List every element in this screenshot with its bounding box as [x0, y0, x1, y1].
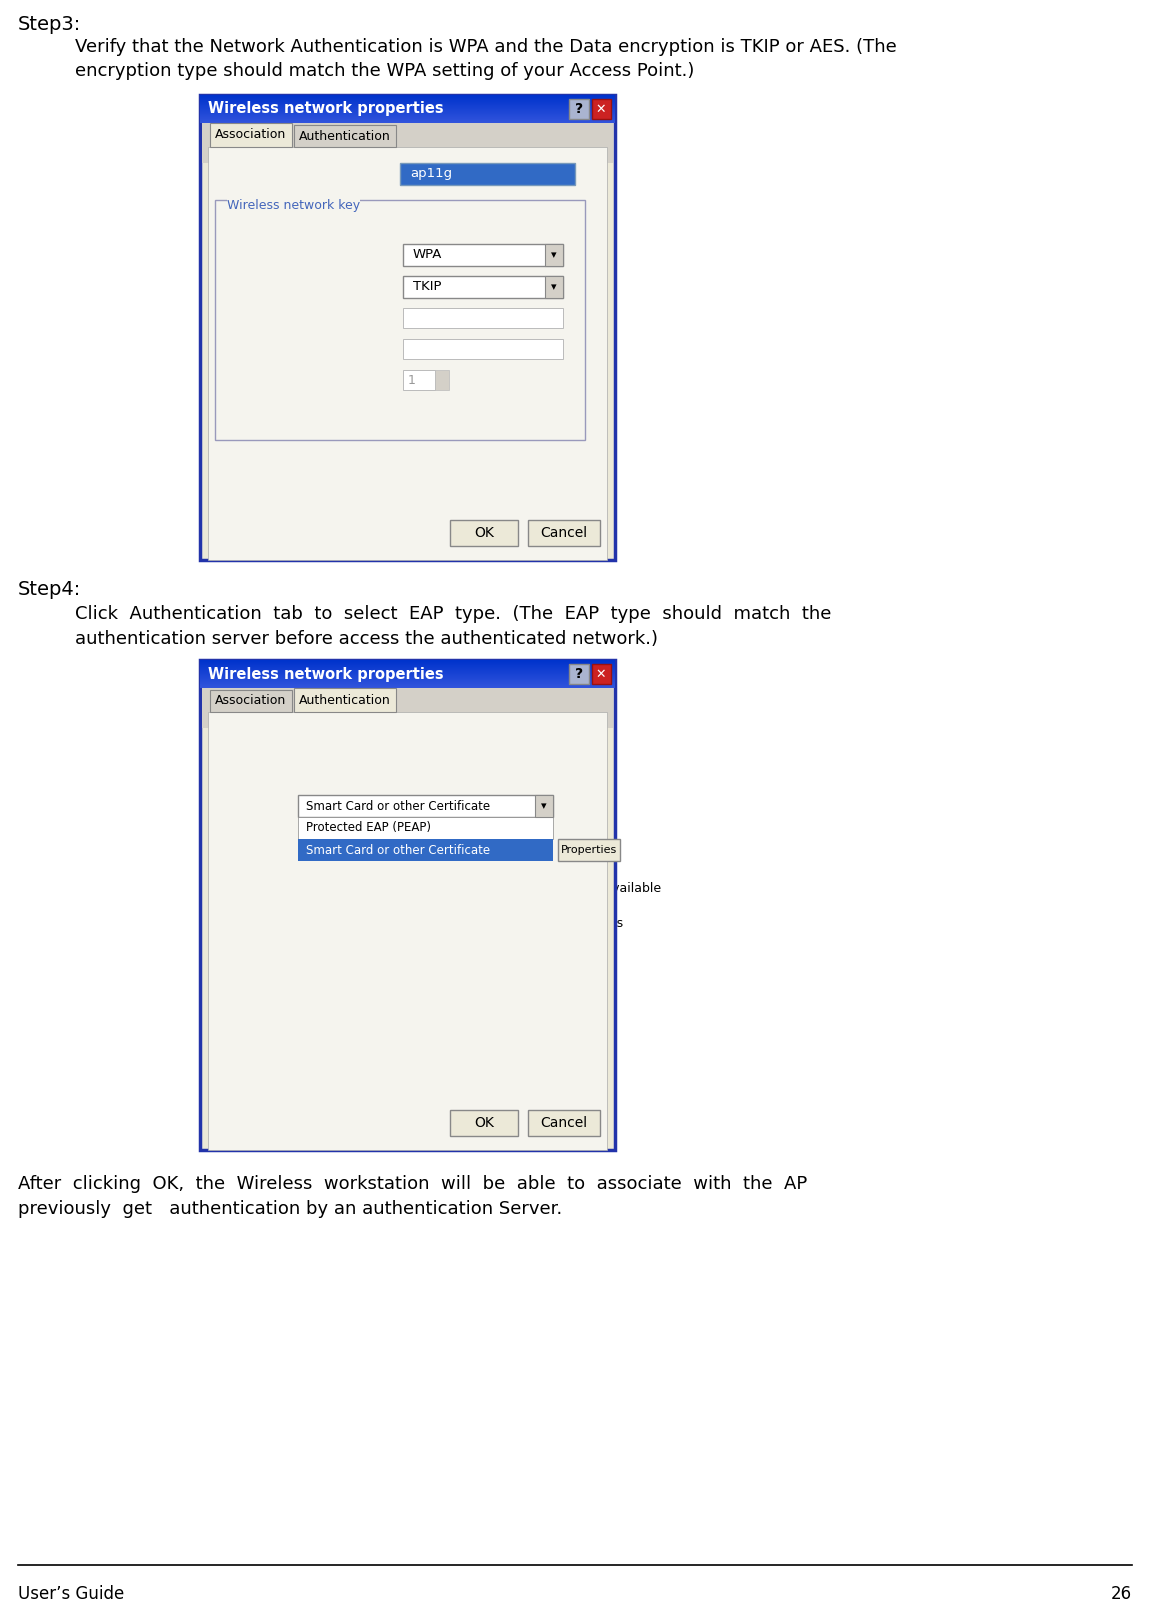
Bar	[450, 520, 518, 546]
Text: previously  get   authentication by an authentication Server.: previously get authentication by an auth…	[18, 1200, 562, 1218]
Text: encryption type should match the WPA setting of your Access Point.): encryption type should match the WPA set…	[75, 61, 695, 81]
Text: Wireless network key: Wireless network key	[227, 200, 360, 213]
Bar	[200, 95, 615, 561]
Text: ☑ Enable IEEE 802.1x authentication for this network: ☑ Enable IEEE 802.1x authentication for …	[230, 767, 564, 780]
Bar	[569, 664, 589, 685]
Text: Network key:: Network key:	[233, 313, 320, 325]
Text: Authentication: Authentication	[299, 129, 391, 142]
Bar	[210, 690, 292, 712]
Text: Key index (advanced):: Key index (advanced):	[233, 374, 382, 387]
Text: wireless Ethernet networks.: wireless Ethernet networks.	[230, 743, 394, 756]
Text: ☑ The key is provided for me automatically: ☑ The key is provided for me automatical…	[233, 404, 505, 417]
Bar	[200, 661, 615, 1150]
Text: Association: Association	[215, 129, 286, 142]
Text: Step3:: Step3:	[18, 14, 82, 34]
Text: User’s Guide: User’s Guide	[18, 1585, 124, 1603]
Text: TKIP: TKIP	[413, 280, 442, 293]
Text: ✕: ✕	[596, 667, 606, 680]
Text: Network Authentication:: Network Authentication:	[233, 248, 396, 261]
Bar	[400, 163, 575, 185]
Text: ☑ Authenticate as computer when computer information is available: ☑ Authenticate as computer when computer…	[230, 881, 661, 896]
Bar	[528, 520, 600, 546]
Text: ✕: ✕	[596, 103, 606, 116]
Text: Association: Association	[215, 694, 286, 707]
Text: ☐ Authenticate as guest when user or computer information is: ☐ Authenticate as guest when user or com…	[230, 917, 623, 930]
Bar	[402, 243, 564, 266]
Text: Smart Card or other Certificate: Smart Card or other Certificate	[306, 799, 490, 812]
Text: Wireless network properties: Wireless network properties	[208, 101, 444, 116]
Text: Wireless network properties: Wireless network properties	[208, 667, 444, 681]
Text: ?: ?	[575, 101, 583, 116]
Text: authentication server before access the authenticated network.): authentication server before access the …	[75, 630, 658, 648]
Text: Verify that the Network Authentication is WPA and the Data encryption is TKIP or: Verify that the Network Authentication i…	[75, 39, 897, 56]
Bar	[298, 794, 553, 817]
Bar	[402, 371, 435, 390]
Bar	[208, 147, 607, 561]
Text: Smart Card or other Certificate: Smart Card or other Certificate	[306, 844, 490, 857]
Bar	[294, 688, 396, 712]
Bar	[545, 243, 564, 266]
Bar	[215, 200, 585, 440]
Bar	[202, 122, 613, 163]
Bar	[592, 664, 611, 685]
Bar	[210, 122, 292, 147]
Text: 1: 1	[408, 374, 416, 387]
Bar	[450, 1110, 518, 1136]
Text: Click  Authentication  tab  to  select  EAP  type.  (The  EAP  type  should  mat: Click Authentication tab to select EAP t…	[75, 606, 831, 623]
Text: Network name (SSID):: Network name (SSID):	[225, 164, 371, 177]
Text: Properties: Properties	[561, 846, 618, 855]
Text: Cancel: Cancel	[540, 527, 588, 540]
Text: EAP type:: EAP type:	[230, 799, 294, 812]
Text: Step4:: Step4:	[18, 580, 82, 599]
Bar	[402, 338, 564, 359]
Text: Protected EAP (PEAP): Protected EAP (PEAP)	[306, 822, 431, 834]
Bar	[535, 794, 553, 817]
Bar	[402, 308, 564, 329]
Text: ▾: ▾	[551, 250, 557, 259]
Text: ap11g: ap11g	[411, 168, 452, 180]
Text: OK: OK	[474, 1116, 494, 1129]
Text: ▾: ▾	[551, 282, 557, 292]
Text: After  clicking  OK,  the  Wireless  workstation  will  be  able  to  associate : After clicking OK, the Wireless workstat…	[18, 1174, 807, 1194]
Text: ☐ This is a computer-to-computer (ad hoc) network; wireless: ☐ This is a computer-to-computer (ad hoc…	[217, 485, 599, 498]
Text: This network requires a key for the following:: This network requires a key for the foll…	[233, 217, 516, 230]
Text: Authentication: Authentication	[299, 693, 391, 707]
Bar	[208, 712, 607, 1150]
Text: OK: OK	[474, 527, 494, 540]
Text: WPA: WPA	[413, 248, 443, 261]
Bar	[298, 817, 553, 839]
Bar	[202, 688, 613, 728]
Bar	[569, 98, 589, 119]
Text: Cancel: Cancel	[540, 1116, 588, 1129]
Bar	[545, 275, 564, 298]
Text: 26: 26	[1111, 1585, 1132, 1603]
Text: Data encryption:: Data encryption:	[233, 280, 345, 293]
Text: Confirm network key:: Confirm network key:	[233, 343, 375, 356]
Bar	[592, 98, 611, 119]
Bar	[528, 1110, 600, 1136]
Text: ?: ?	[575, 667, 583, 681]
Text: ▾: ▾	[542, 801, 546, 810]
Text: access points are not used: access points are not used	[230, 503, 398, 516]
Text: Select this option to provide authenticated network access for: Select this option to provide authentica…	[230, 727, 599, 739]
Bar	[294, 126, 396, 147]
Bar	[435, 371, 448, 390]
Bar	[558, 839, 620, 860]
Bar	[402, 275, 564, 298]
Bar	[298, 839, 553, 860]
Text: unavailable: unavailable	[245, 934, 317, 947]
